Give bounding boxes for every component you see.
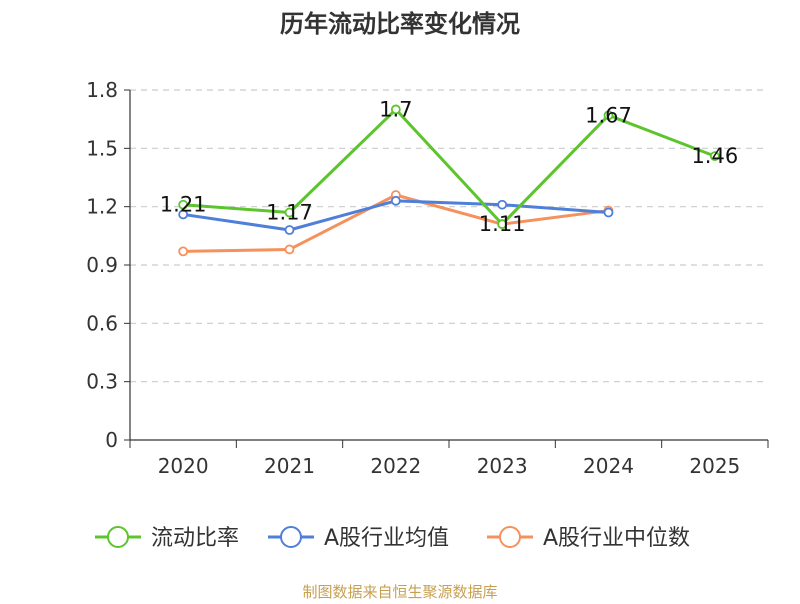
y-tick-label: 1.8: [86, 78, 118, 102]
series-line-0: [183, 107, 716, 226]
data-point: [178, 199, 189, 210]
data-point: [284, 207, 295, 218]
data-point: [390, 104, 401, 115]
footer-source: 制图数据来自恒生聚源数据库: [302, 583, 497, 600]
data-point: [390, 195, 401, 206]
legend-label: 流动比率: [151, 526, 239, 551]
y-tick-label: 0.9: [86, 253, 118, 277]
legend-marker: [107, 526, 129, 548]
y-tick-label: 0.6: [86, 311, 118, 335]
data-label: 1.46: [691, 144, 738, 168]
y-tick-label: 0: [105, 428, 118, 452]
x-tick-label: 2022: [370, 454, 421, 478]
data-point: [709, 151, 720, 162]
legend-item-2: A股行业中位数: [487, 526, 690, 551]
data-point: [284, 244, 295, 255]
data-point: [178, 246, 189, 257]
x-tick-label: 2020: [158, 454, 209, 478]
legend-label: A股行业均值: [324, 526, 449, 551]
axes: 0 0.3 0.6 0.9 1.2 1.5 1.8 2020 2021 2022 2023 2024 2…: [86, 78, 769, 478]
legend-item-1: A股行业均值: [268, 526, 449, 551]
x-tick-label: 2025: [689, 454, 740, 478]
data-point: [284, 225, 295, 235]
legend-marker: [499, 526, 521, 548]
legend-label: A股行业中位数: [543, 526, 690, 551]
data-point: [178, 209, 189, 220]
legend: 流动比率 A股行业均值 A股行业中位数: [95, 526, 690, 551]
chart-title: 历年流动比率变化情况: [280, 10, 520, 38]
data-labels: 1.21 1.17 1.7 1.11 1.67 1.46: [160, 97, 738, 236]
y-tick-label: 1.5: [86, 136, 118, 160]
data-point: [497, 219, 508, 230]
x-tick-label: 2024: [583, 454, 634, 478]
data-point: [603, 207, 614, 218]
legend-item-0: 流动比率: [95, 526, 239, 551]
data-label: 1.21: [160, 193, 207, 217]
data-label: 1.67: [585, 103, 632, 127]
y-tick-label: 1.2: [86, 195, 118, 219]
data-label: 1.11: [479, 212, 526, 236]
x-tick-label: 2023: [477, 454, 528, 478]
y-tick-label: 0.3: [86, 370, 118, 394]
data-label: 1.7: [379, 97, 412, 121]
series: [178, 104, 720, 257]
grid: [130, 89, 768, 383]
data-point: [603, 110, 614, 121]
x-tick-label: 2021: [264, 454, 315, 478]
data-label: 1.17: [266, 201, 313, 225]
data-point: [497, 199, 508, 210]
legend-marker: [280, 526, 302, 548]
